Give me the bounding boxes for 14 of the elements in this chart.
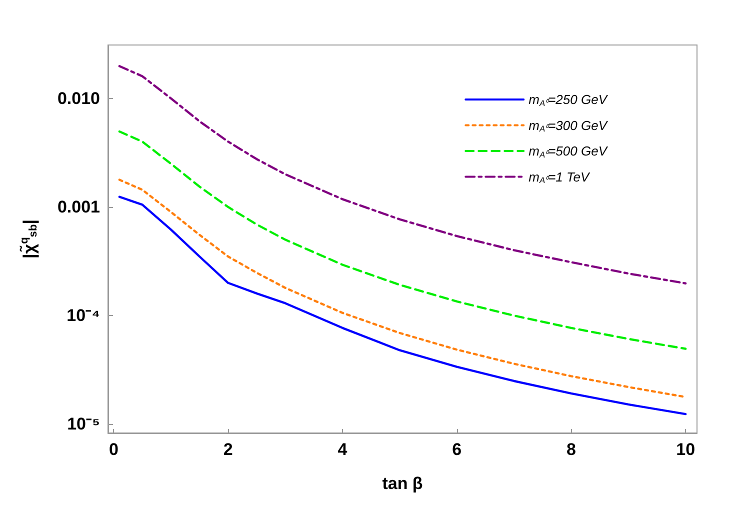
- y-axis-title: |χ̃qsb|: [18, 220, 40, 258]
- x-axis-title: tan β: [382, 474, 423, 493]
- y-tick-label: 10⁻⁵: [67, 414, 100, 434]
- x-tick-label: 10: [676, 440, 696, 459]
- y-tick-label: 0.001: [57, 197, 100, 216]
- y-tick-label: 10⁻⁴: [66, 306, 100, 326]
- line-series: [118, 130, 687, 350]
- line-series: [118, 65, 687, 284]
- x-tick-label: 0: [108, 440, 118, 459]
- x-tick-label: 2: [223, 440, 233, 459]
- x-tick-label: 6: [452, 440, 462, 459]
- y-tick-label: 0.010: [57, 88, 100, 108]
- x-tick-label: 8: [566, 440, 576, 459]
- x-tick-label: 4: [338, 440, 348, 459]
